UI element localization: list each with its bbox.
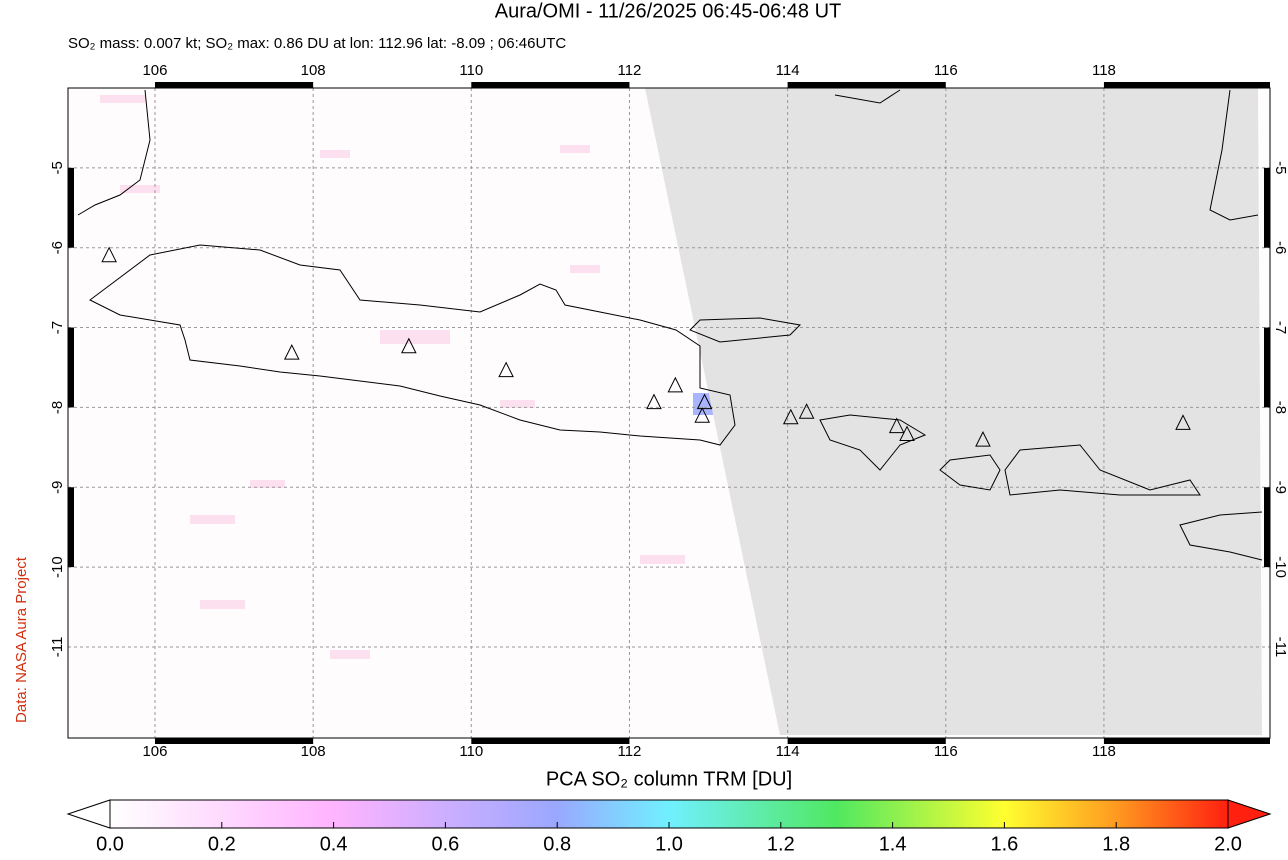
- colorbar: PCA SO₂ column TRM [DU] 0.0 0.2 0.4 0.6 0.8 1…: [66, 768, 1272, 855]
- no-data-region: [645, 88, 1262, 735]
- credit: Data: NASA Aura Project: [13, 556, 30, 723]
- colorbar-tick-label: 0.6: [431, 833, 459, 855]
- colorbar-tick-label: 0.0: [96, 833, 124, 855]
- frame-band: [787, 82, 946, 88]
- colorbar-label: PCA SO₂ column TRM [DU]: [546, 768, 792, 790]
- x-tick-label: 114: [776, 62, 800, 79]
- volcano-markers: [101, 246, 1191, 447]
- volcano: [782, 408, 799, 425]
- frame-band: [68, 487, 74, 568]
- frame-bands: [68, 82, 1270, 744]
- volcano: [975, 431, 991, 447]
- x-tick-label: 110: [459, 62, 483, 79]
- coastlines: [77, 89, 1263, 561]
- y-tick-label: -7: [1272, 321, 1288, 334]
- colorbar-tick-label: 1.8: [1102, 833, 1130, 855]
- frame-band: [471, 82, 630, 88]
- colorbar-under: [66, 799, 111, 829]
- x-tick-label: 108: [301, 743, 326, 760]
- y-tick-label: -8: [1272, 401, 1288, 414]
- map-title: Aura/OMI - 11/26/2025 06:45-06:48 UT: [495, 0, 842, 22]
- x-tick-label: 114: [776, 743, 800, 760]
- y-tick-label: -11: [1272, 637, 1288, 658]
- y-tick-label: -9: [1272, 481, 1288, 494]
- swath-pixels: [100, 95, 685, 659]
- y-tick-label: -9: [49, 481, 66, 494]
- x-tick-label: 108: [301, 62, 326, 79]
- colorbar-tick-label: 1.6: [990, 833, 1018, 855]
- colorbar-tick-label: 0.2: [208, 833, 236, 855]
- y-tick-label: -8: [49, 401, 66, 414]
- volcano: [498, 361, 514, 378]
- y-tick-label: -11: [49, 637, 66, 658]
- volcano: [283, 343, 300, 360]
- grid: [68, 88, 1270, 738]
- volcano: [798, 403, 815, 419]
- volcano: [667, 376, 684, 393]
- volcano: [101, 246, 117, 263]
- y-tick-label: -10: [49, 556, 66, 578]
- volcano: [694, 407, 711, 423]
- colorbar-tick-label: 2.0: [1214, 833, 1242, 855]
- volcano: [888, 417, 905, 434]
- x-tick-label: 110: [459, 743, 483, 760]
- volcano: [401, 337, 417, 354]
- volcano: [899, 425, 915, 442]
- x-tick-label: 116: [934, 62, 958, 79]
- volcano: [1175, 414, 1191, 430]
- volcano: [646, 393, 662, 410]
- x-tick-label: 106: [142, 743, 167, 760]
- x-tick-label: 112: [617, 62, 641, 79]
- x-tick-label: 118: [1092, 743, 1116, 760]
- frame-band: [1264, 167, 1270, 248]
- map-subtitle: SO₂ mass: 0.007 kt; SO₂ max: 0.86 DU at …: [68, 35, 566, 52]
- colorbar-tick-label: 1.2: [767, 833, 795, 855]
- x-tick-label: 106: [142, 62, 167, 79]
- y-tick-label: -5: [49, 161, 66, 174]
- x-tick-label: 112: [617, 743, 641, 760]
- frame-band: [1264, 327, 1270, 408]
- y-tick-label: -5: [1272, 161, 1288, 174]
- frame-band: [154, 82, 314, 88]
- x-tick-label: 118: [1092, 62, 1116, 79]
- colorbar-tick-label: 0.8: [543, 833, 571, 855]
- frame-band: [1103, 82, 1270, 88]
- colorbar-over: [1227, 799, 1272, 829]
- colorbar-tick-label: 1.4: [879, 833, 907, 855]
- colorbar-tick-label: 0.4: [320, 833, 348, 855]
- colorbar-tick-label: 1.0: [655, 833, 683, 855]
- frame-band: [154, 738, 314, 744]
- frame-band: [1264, 487, 1270, 568]
- y-tick-label: -6: [49, 241, 66, 254]
- frame-band: [471, 738, 630, 744]
- frame-band: [68, 327, 74, 408]
- frame-band: [787, 738, 946, 744]
- y-tick-label: -7: [49, 321, 66, 334]
- frame-band: [1103, 738, 1270, 744]
- x-tick-label: 116: [934, 743, 958, 760]
- y-tick-label: -10: [1272, 556, 1288, 578]
- frame-band: [68, 167, 74, 248]
- map-frame: [67, 87, 1271, 739]
- volcano: [696, 393, 713, 410]
- so2-max-pixel: [693, 393, 713, 415]
- y-tick-label: -6: [1272, 241, 1288, 254]
